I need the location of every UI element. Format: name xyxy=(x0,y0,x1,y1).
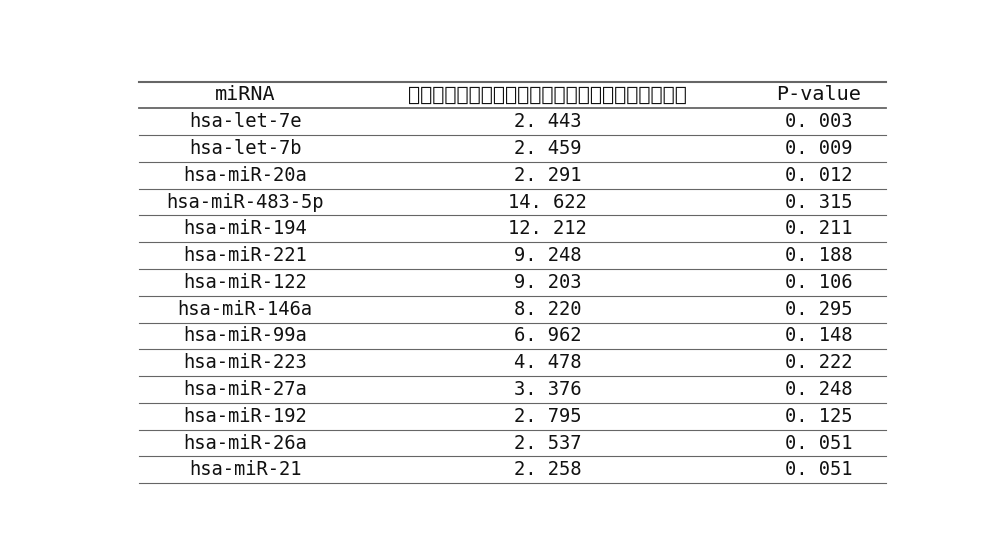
Text: 0. 295: 0. 295 xyxy=(785,300,852,319)
Text: 2. 258: 2. 258 xyxy=(514,461,581,480)
Text: 9. 203: 9. 203 xyxy=(514,273,581,292)
Text: 0. 211: 0. 211 xyxy=(785,219,852,238)
Text: hsa-miR-20a: hsa-miR-20a xyxy=(183,166,307,185)
Text: 0. 003: 0. 003 xyxy=(785,112,852,131)
Text: 0. 148: 0. 148 xyxy=(785,326,852,345)
Text: 3. 376: 3. 376 xyxy=(514,380,581,399)
Text: 12. 212: 12. 212 xyxy=(508,219,587,238)
Text: 0. 051: 0. 051 xyxy=(785,433,852,452)
Text: hsa-let-7b: hsa-let-7b xyxy=(189,139,301,158)
Text: 0. 315: 0. 315 xyxy=(785,193,852,211)
Text: hsa-miR-192: hsa-miR-192 xyxy=(183,407,307,426)
Text: 0. 248: 0. 248 xyxy=(785,380,852,399)
Text: hsa-miR-99a: hsa-miR-99a xyxy=(183,326,307,345)
Text: 2. 443: 2. 443 xyxy=(514,112,581,131)
Text: 2. 795: 2. 795 xyxy=(514,407,581,426)
Text: 2. 459: 2. 459 xyxy=(514,139,581,158)
Text: hsa-miR-26a: hsa-miR-26a xyxy=(183,433,307,452)
Text: 0. 009: 0. 009 xyxy=(785,139,852,158)
Text: 0. 051: 0. 051 xyxy=(785,461,852,480)
Text: 2. 537: 2. 537 xyxy=(514,433,581,452)
Text: hsa-miR-223: hsa-miR-223 xyxy=(183,353,307,372)
Text: 0. 222: 0. 222 xyxy=(785,353,852,372)
Text: 0. 125: 0. 125 xyxy=(785,407,852,426)
Text: hsa-miR-221: hsa-miR-221 xyxy=(183,246,307,265)
Text: P-value: P-value xyxy=(776,85,861,104)
Text: 14. 622: 14. 622 xyxy=(508,193,587,211)
Text: hsa-miR-146a: hsa-miR-146a xyxy=(178,300,313,319)
Text: 0. 012: 0. 012 xyxy=(785,166,852,185)
Text: 0. 106: 0. 106 xyxy=(785,273,852,292)
Text: 2. 291: 2. 291 xyxy=(514,166,581,185)
Text: hsa-miR-483-5p: hsa-miR-483-5p xyxy=(166,193,324,211)
Text: 8. 220: 8. 220 xyxy=(514,300,581,319)
Text: 4. 478: 4. 478 xyxy=(514,353,581,372)
Text: hsa-miR-194: hsa-miR-194 xyxy=(183,219,307,238)
Text: hsa-miR-122: hsa-miR-122 xyxy=(183,273,307,292)
Text: 肝细胞癌组中的相对表达量与健康对照组的倍数关系: 肝细胞癌组中的相对表达量与健康对照组的倍数关系 xyxy=(408,85,687,104)
Text: 9. 248: 9. 248 xyxy=(514,246,581,265)
Text: 0. 188: 0. 188 xyxy=(785,246,852,265)
Text: 6. 962: 6. 962 xyxy=(514,326,581,345)
Text: miRNA: miRNA xyxy=(215,85,275,104)
Text: hsa-miR-27a: hsa-miR-27a xyxy=(183,380,307,399)
Text: hsa-miR-21: hsa-miR-21 xyxy=(189,461,301,480)
Text: hsa-let-7e: hsa-let-7e xyxy=(189,112,301,131)
